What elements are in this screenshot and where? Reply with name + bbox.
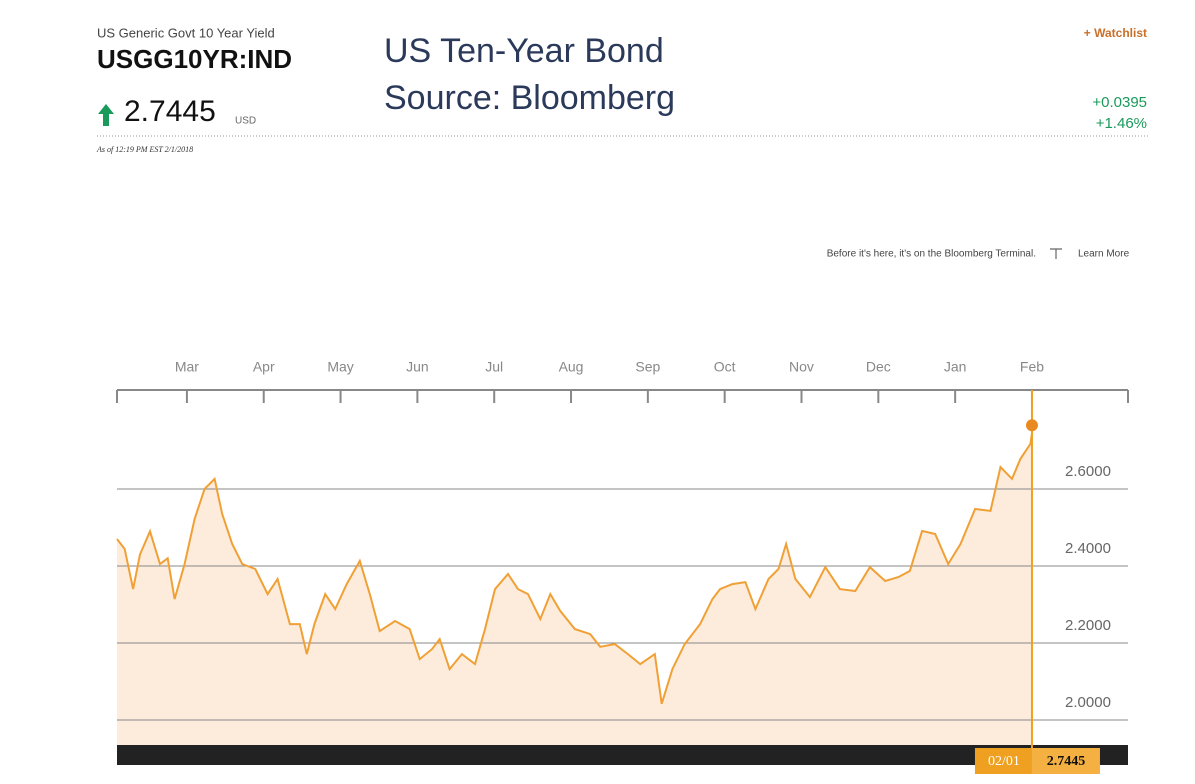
learn-more[interactable]: Learn More: [1078, 249, 1130, 260]
price: 2.7445: [124, 95, 216, 128]
promo: Before it's here, it's on the Bloomberg …: [827, 249, 1036, 260]
x-tick-label: May: [327, 359, 353, 375]
cursor-value: 2.7445: [1047, 754, 1086, 769]
up-arrow: [98, 104, 114, 126]
x-band: [117, 745, 1128, 765]
y-tick-label: 2.4000: [1065, 540, 1111, 557]
x-tick-label: Jul: [485, 359, 503, 375]
x-tick-label: Apr: [253, 359, 275, 375]
x-tick-label: Feb: [1020, 359, 1044, 375]
change-pct: +1.46%: [1096, 115, 1147, 132]
as-of: As of 12:19 PM EST 2/1/2018: [96, 145, 193, 154]
chart: 2.0000 2.2000 2.4000 2.6000 Mar Apr May Jun Jul A…: [116, 359, 1129, 774]
x-tick-label: Oct: [714, 359, 736, 375]
cursor-date: 02/01: [988, 754, 1020, 769]
subtitle: US Generic Govt 10 Year Yield: [97, 25, 275, 40]
cursor-dot: [1025, 419, 1038, 432]
x-tick-label: Nov: [789, 359, 814, 375]
y-tick-label: 2.0000: [1065, 694, 1111, 711]
change: +0.0395: [1092, 94, 1147, 111]
currency: USD: [235, 116, 256, 127]
x-tick-label: Dec: [866, 359, 891, 375]
x-tick-label: Jun: [406, 359, 429, 375]
ticker: USGG10YR:IND: [97, 44, 292, 74]
x-tick-label: Mar: [175, 359, 199, 375]
line: [116, 433, 1033, 705]
watchlist[interactable]: + Watchlist: [1084, 26, 1147, 40]
overlay-source: Source: Bloomberg: [384, 79, 675, 117]
area: [117, 433, 1032, 745]
cursor-box: [974, 748, 1032, 774]
x-tick-label: Jan: [944, 359, 967, 375]
overlay-title: US Ten-Year Bond: [384, 32, 664, 70]
terminal-icon: [1050, 248, 1062, 259]
y-tick-label: 2.2000: [1065, 617, 1111, 634]
y-tick-label: 2.6000: [1065, 463, 1111, 480]
x-tick-label: Aug: [559, 359, 584, 375]
cursor-value-box: [1031, 748, 1100, 774]
x-tick-label: Sep: [635, 359, 660, 375]
